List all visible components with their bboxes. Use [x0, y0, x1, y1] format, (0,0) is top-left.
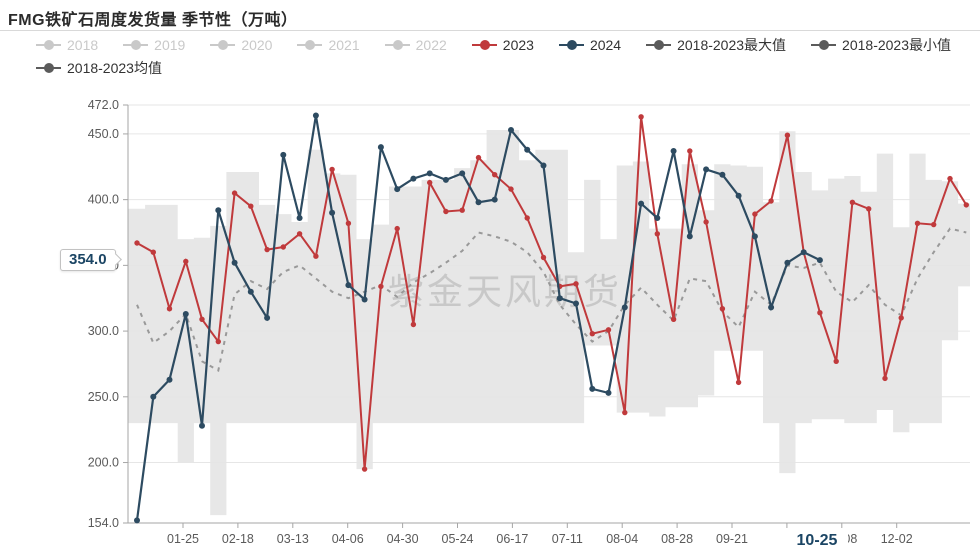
svg-text:154.0: 154.0: [88, 516, 119, 530]
legend-line-dot-icon: [36, 40, 61, 50]
legend-label: 2018: [67, 37, 99, 53]
x-axis-pointer-label: 10-25: [786, 529, 848, 553]
legend-label: 2019: [154, 37, 186, 53]
max-min-band: [128, 130, 970, 516]
title-separator: [0, 30, 980, 31]
x-axis-labels: 01-25 02-18 03-13 04-06 04-30 05-24 06-17 07-11…: [167, 532, 913, 546]
legend-item-2018-2023最小值[interactable]: 2018-2023最小值: [811, 38, 951, 52]
svg-text:03-13: 03-13: [277, 532, 309, 546]
svg-text:04-30: 04-30: [387, 532, 419, 546]
legend-label: 2018-2023均值: [67, 60, 162, 76]
legend-item-2018[interactable]: 2018: [36, 38, 98, 52]
y-axis-pointer-label: 354.0: [60, 249, 116, 271]
svg-text:08-28: 08-28: [661, 532, 693, 546]
legend-label: 2018-2023最小值: [842, 37, 951, 53]
legend-row-1: 2018 2019 2020 2021 2022 2023 2024 2018-2023最大值…: [36, 38, 966, 52]
svg-text:250.0: 250.0: [88, 390, 119, 404]
legend-line-dot-icon: [471, 40, 497, 50]
svg-text:05-24: 05-24: [442, 532, 474, 546]
series-mean-line: [136, 227, 967, 373]
legend-item-2023[interactable]: 2023: [471, 37, 534, 53]
legend-item-2024[interactable]: 2024: [558, 37, 622, 53]
legend-line-dot-icon: [123, 40, 149, 50]
watermark: 紫金天风期货: [388, 271, 622, 312]
svg-text:06-17: 06-17: [496, 532, 528, 546]
legend-item-2022[interactable]: 2022: [384, 37, 447, 53]
legend-item-2018-2023均值[interactable]: 2018-2023均值: [36, 61, 162, 75]
series-2023-line[interactable]: [134, 114, 969, 472]
legend-line-dot-icon: [36, 63, 61, 73]
legend-item-2019[interactable]: 2019: [123, 38, 185, 52]
svg-text:08-04: 08-04: [606, 532, 638, 546]
legend-label: 2020: [241, 37, 273, 53]
series-2024-line[interactable]: [134, 112, 823, 524]
legend-label: 2023: [502, 37, 534, 53]
legend-line-dot-icon: [811, 40, 837, 50]
svg-text:04-06: 04-06: [332, 532, 364, 546]
svg-text:300.0: 300.0: [88, 324, 119, 338]
svg-text:02-18: 02-18: [222, 532, 254, 546]
legend-label: 2018-2023最大值: [677, 37, 787, 53]
svg-text:450.0: 450.0: [88, 127, 119, 141]
svg-text:09-21: 09-21: [716, 532, 748, 546]
svg-text:12-02: 12-02: [881, 532, 913, 546]
legend-line-dot-icon: [384, 40, 410, 50]
chart-title: FMG铁矿石周度发货量 季节性（万吨）: [8, 12, 298, 29]
svg-text:07-11: 07-11: [552, 532, 583, 546]
legend-item-2021[interactable]: 2021: [297, 37, 360, 53]
legend-label: 2022: [415, 37, 447, 53]
legend-line-dot-icon: [210, 40, 236, 50]
svg-text:472.0: 472.0: [88, 98, 119, 112]
svg-text:01-25: 01-25: [167, 532, 199, 546]
legend-line-dot-icon: [558, 40, 584, 50]
axes: [123, 104, 970, 528]
legend-line-dot-icon: [646, 40, 672, 50]
legend-line-dot-icon: [297, 40, 323, 50]
svg-text:200.0: 200.0: [88, 456, 119, 470]
svg-text:400.0: 400.0: [88, 193, 119, 207]
legend-item-2018-2023最大值[interactable]: 2018-2023最大值: [646, 38, 786, 52]
legend-row-2: 2018-2023均值: [36, 61, 966, 75]
legend-label: 2021: [328, 37, 360, 53]
legend-label: 2024: [589, 37, 622, 53]
legend: 2018 2019 2020 2021 2022 2023 2024 2018-2023最大值…: [36, 38, 966, 84]
legend-item-2020[interactable]: 2020: [210, 38, 272, 52]
